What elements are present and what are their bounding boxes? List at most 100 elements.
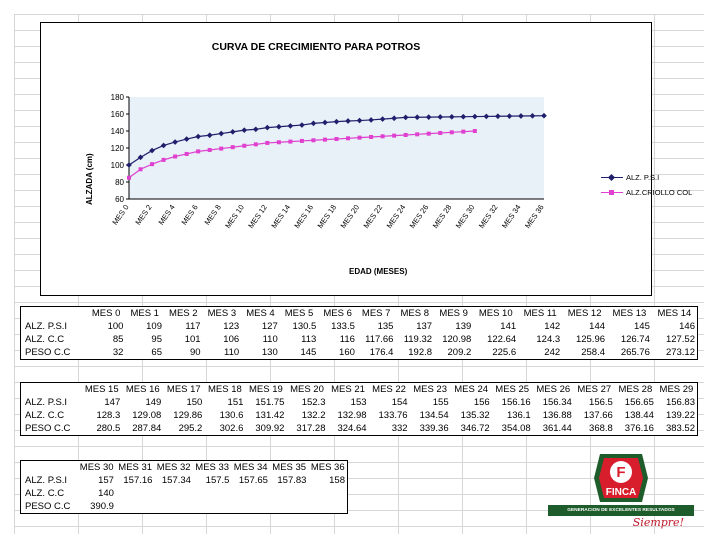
data-point-psi — [368, 117, 374, 123]
table-cell: 126.74 — [620, 334, 650, 345]
chart-area: CURVA DE CRECIMIENTO PARA POTROS ALZADA … — [40, 22, 692, 296]
x-tick-label: MES 4 — [156, 203, 176, 227]
header-blank — [21, 461, 78, 475]
data-point-criollo — [219, 146, 224, 151]
table-cell: 225.6 — [492, 347, 517, 358]
data-point-psi — [172, 139, 178, 145]
table-cell: 209.2 — [447, 347, 472, 358]
table-cell: 137.66 — [583, 410, 613, 421]
data-point-criollo — [173, 154, 178, 159]
y-tick-label: 100 — [111, 161, 125, 170]
data-point-criollo — [449, 130, 454, 135]
legend-marker-psi — [601, 173, 623, 182]
column-header: MES 0 — [91, 308, 121, 319]
data-point-psi — [345, 118, 351, 124]
table-cell: 130 — [261, 347, 278, 358]
table-cell: 145 — [300, 347, 317, 358]
x-tick-label: MES 28 — [431, 203, 454, 230]
data-point-criollo — [265, 140, 270, 145]
table-cell: 106 — [223, 334, 240, 345]
column-header: MES 32 — [156, 462, 191, 473]
table-cell — [231, 500, 270, 514]
x-tick-label: MES 32 — [477, 203, 500, 230]
data-point-criollo — [230, 145, 235, 150]
data-point-psi — [333, 118, 340, 125]
table-cell: 361.44 — [542, 423, 572, 434]
x-tick-label: MES 12 — [246, 203, 269, 230]
x-tick-label: MES 16 — [292, 203, 315, 230]
data-point-psi — [425, 114, 432, 120]
table-cell: 109 — [146, 321, 162, 332]
data-point-psi — [276, 123, 282, 130]
table-cell: 146 — [679, 321, 695, 332]
row-label: PESO C.C — [25, 501, 71, 512]
legend: ALZ. P.S.I ALZ.CRIOLLO COL — [601, 173, 692, 203]
data-point-criollo — [299, 138, 304, 143]
row-label: ALZ. C.C — [25, 488, 65, 499]
data-point-psi — [483, 113, 490, 120]
data-point-criollo — [127, 175, 131, 180]
data-point-psi — [529, 113, 536, 119]
table-cell: 157.83 — [277, 475, 307, 486]
column-header: MES 8 — [400, 308, 430, 319]
table-cell: 258.4 — [581, 347, 606, 358]
row-label: ALZ. C.C — [25, 410, 65, 421]
y-tick-label: 80 — [115, 178, 124, 187]
legend-marker-criollo — [601, 189, 623, 197]
y-tick-label: 120 — [111, 144, 125, 153]
table-cell: 122.64 — [487, 334, 517, 345]
table-row: ALZ. P.S.I 147 149 150 151 151.75 152.3 153 154 1… — [21, 396, 698, 409]
table-cell — [193, 500, 232, 514]
x-tick-label: MES 24 — [385, 203, 408, 230]
table-row: ALZ. C.C 140 — [21, 487, 348, 500]
data-point-criollo — [207, 147, 212, 152]
table-cell: 138.44 — [624, 410, 654, 421]
table-cell: 354.08 — [501, 423, 531, 434]
table-cell: 100 — [107, 321, 124, 332]
x-tick-label: MES 18 — [315, 203, 338, 230]
column-header: MES 31 — [118, 462, 153, 473]
table-cell: 151.75 — [255, 397, 285, 408]
table-cell: 131.42 — [255, 410, 285, 421]
table-cell: 383.52 — [665, 423, 695, 434]
column-header: MES 1 — [130, 308, 159, 319]
legend-label-criollo: ALZ.CRIOLLO COL — [626, 188, 693, 197]
column-header: MES 29 — [659, 384, 694, 395]
table-cell: 117 — [185, 321, 201, 332]
table-cell — [116, 487, 155, 500]
column-header: MES 17 — [166, 384, 201, 395]
finca-emblem-icon: F FINCA — [594, 454, 648, 502]
table-cell: 158 — [329, 475, 345, 486]
table-cell: 129.86 — [173, 410, 203, 421]
table-cell: 129.08 — [132, 410, 162, 421]
table-cell: 124.3 — [536, 334, 561, 345]
finca-logo: F FINCA GENERACION DE EXCELENTES RESULTA… — [548, 448, 694, 534]
logo-slogan: GENERACION DE EXCELENTES RESULTADOS — [548, 505, 694, 516]
column-header: MES 28 — [618, 384, 653, 395]
data-table-2: MES 15 MES 16 MES 17 MES 18 MES 19 MES 20 MES … — [20, 382, 698, 436]
table-cell: 125.96 — [575, 334, 606, 345]
x-tick-label: MES 30 — [454, 203, 477, 230]
chart-title: CURVA DE CRECIMIENTO PARA POTROS — [211, 41, 421, 53]
y-tick-label: 160 — [111, 110, 125, 119]
table-cell: 152.3 — [301, 397, 326, 408]
column-header: MES 16 — [125, 384, 160, 395]
table-row: PESO C.C 390.9 — [21, 500, 348, 514]
header-blank — [21, 383, 82, 397]
table-cell: 113 — [301, 334, 317, 345]
table-row: ALZ. P.S.I 100 109 117 123 127 130.5 133.5 135 13… — [21, 320, 698, 333]
row-label: PESO C.C — [25, 347, 71, 358]
data-point-psi — [287, 123, 294, 129]
table-cell: 156 — [473, 397, 490, 408]
data-point-criollo — [242, 143, 247, 148]
data-point-psi — [322, 119, 328, 126]
data-point-criollo — [334, 136, 339, 141]
data-point-psi — [229, 129, 236, 135]
data-point-psi — [402, 114, 409, 121]
table-cell: 156.65 — [624, 397, 654, 408]
table-cell: 128.3 — [96, 410, 121, 421]
table-header-row: MES 30 MES 31 MES 32 MES 33 MES 34 MES 35 MES … — [21, 461, 348, 475]
column-header: MES 5 — [284, 308, 314, 319]
data-point-psi — [264, 124, 271, 131]
table-cell: 142 — [544, 321, 561, 332]
